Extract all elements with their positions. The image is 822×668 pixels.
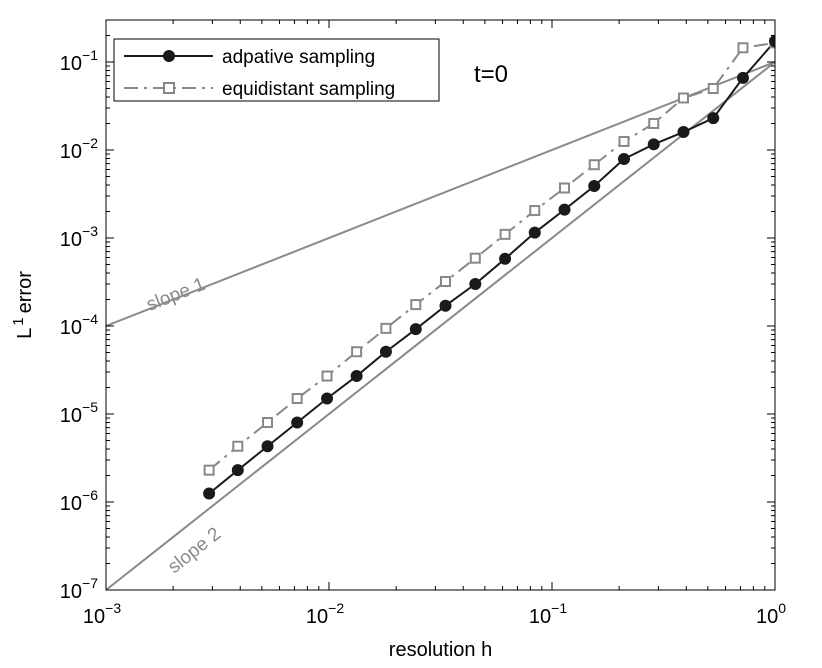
y-tick-label-base: 10 [60, 141, 82, 163]
adaptive-point [558, 203, 571, 216]
adaptive-point [291, 416, 304, 429]
y-axis-title: L 1 error [10, 271, 37, 339]
x-tick-label-base: 10 [756, 606, 778, 628]
x-tick-label: 10−3 [83, 600, 121, 628]
y-tick-label-base: 10 [60, 53, 82, 75]
equidistant-point [380, 322, 392, 334]
adaptive-point [261, 440, 274, 453]
y-tick-label: 10−2 [60, 135, 98, 163]
y-tick-label-base: 10 [60, 493, 82, 515]
series-layer [203, 35, 775, 500]
y-axis-title-rest: error [14, 271, 36, 314]
y-tick-label: 10−6 [60, 487, 98, 515]
equidistant-point [440, 276, 452, 288]
equidistant-point [410, 299, 422, 311]
y-tick-label: 10−5 [60, 399, 98, 427]
adaptive-point [617, 152, 630, 165]
equidistant-point [737, 42, 749, 54]
adaptive-point [677, 126, 690, 139]
x-tick-label-exponent: −3 [105, 600, 121, 616]
x-tick-label-base: 10 [83, 606, 105, 628]
y-tick-label-exponent: −1 [82, 47, 98, 63]
y-tick-label-exponent: −5 [82, 399, 98, 415]
x-axis-title: resolution h [389, 639, 492, 661]
equidistant-point [469, 252, 481, 264]
adaptive-point [379, 345, 392, 358]
y-tick-label-exponent: −7 [82, 575, 98, 591]
x-tick-label-exponent: −2 [328, 600, 344, 616]
equidistant-point [262, 417, 274, 429]
adaptive-point [350, 370, 363, 383]
plot-frame [105, 19, 776, 591]
adaptive-point [203, 487, 216, 500]
reference-line-1 [106, 61, 775, 327]
y-tick-label-exponent: −3 [82, 223, 98, 239]
y-tick-label: 10−7 [60, 575, 98, 603]
equidistant-point [648, 117, 660, 129]
y-tick-label-exponent: −6 [82, 487, 98, 503]
y-tick-label-exponent: −2 [82, 135, 98, 151]
legend-marker-equidistant [163, 82, 175, 94]
y-tick-label-exponent: −4 [82, 311, 98, 327]
adaptive-point [736, 71, 749, 84]
y-tick-label-base: 10 [60, 317, 82, 339]
y-axis-title-superscript: 1 [10, 317, 27, 325]
x-tick-label-base: 10 [529, 606, 551, 628]
x-tick-label-exponent: −1 [551, 600, 567, 616]
equidistant-point [559, 182, 571, 194]
y-tick-label: 10−4 [60, 311, 98, 339]
x-tick-label-base: 10 [306, 606, 328, 628]
adaptive-point [707, 112, 720, 125]
adaptive-point [769, 35, 775, 48]
y-tick-label-base: 10 [60, 229, 82, 251]
x-tick-label: 100 [756, 600, 786, 628]
time-label: t=0 [474, 61, 508, 88]
x-tick-label: 10−2 [306, 600, 344, 628]
adaptive-point [528, 226, 541, 239]
adaptive-point [409, 323, 422, 336]
y-axis-title-main: L [14, 328, 36, 339]
equidistant-point [588, 159, 600, 171]
y-tick-label-base: 10 [60, 405, 82, 427]
adaptive-point [231, 464, 244, 477]
equidistant-point [618, 135, 630, 147]
y-tick-label: 10−1 [60, 47, 98, 75]
equidistant-point [707, 82, 719, 94]
equidistant-point [499, 228, 511, 240]
reference-line-2 [106, 61, 775, 590]
equidistant-point [232, 440, 244, 452]
legend-marker-adaptive [163, 50, 175, 62]
y-tick-label: 10−3 [60, 223, 98, 251]
adaptive-point [499, 252, 512, 265]
adaptive-point [588, 179, 601, 192]
reference-lines [106, 61, 775, 590]
y-tick-label-base: 10 [60, 581, 82, 603]
equidistant-point [351, 346, 363, 358]
axis-ticks: 10−3 10−2 10−1 10010−710−610−510−410−310−21… [60, 19, 786, 628]
x-tick-label: 10−1 [529, 600, 567, 628]
x-tick-label-exponent: 0 [778, 600, 786, 616]
adaptive-point [469, 278, 482, 291]
equidistant-point [321, 370, 333, 382]
svg-text:L1error: L 1 error [10, 271, 37, 339]
adaptive-point [321, 392, 334, 405]
equidistant-point [529, 205, 541, 217]
legend-box [113, 38, 440, 102]
legend-label-adaptive: adpative sampling [222, 47, 375, 68]
equidistant-point [203, 464, 215, 476]
legend-label-equidistant: equidistant sampling [222, 79, 395, 100]
legend: adpative sampling equidistant sampling [113, 38, 440, 102]
equidistant-point [291, 392, 303, 404]
adaptive-point [439, 299, 452, 312]
adaptive-point [647, 138, 660, 151]
equidistant-point [677, 92, 689, 104]
